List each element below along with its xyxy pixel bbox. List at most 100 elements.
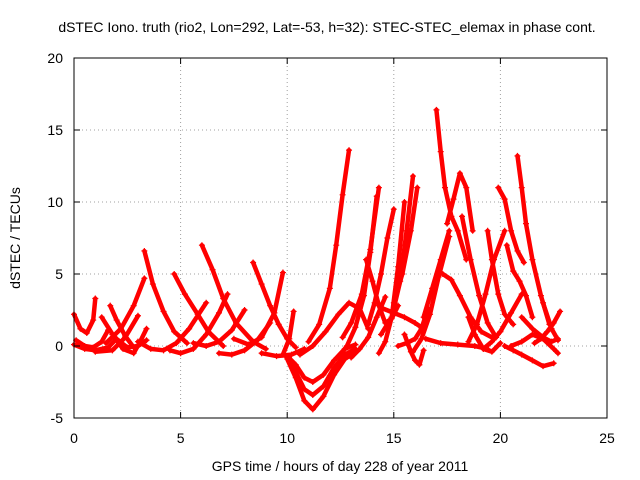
x-tick-label: 15 <box>386 430 402 446</box>
data-point-marker <box>514 247 521 254</box>
series-21-trace <box>284 346 358 398</box>
data-point-marker <box>422 335 429 342</box>
data-point-marker <box>275 321 282 328</box>
data-point-marker <box>382 294 389 301</box>
data-point-marker <box>333 242 340 249</box>
data-point-marker <box>230 335 237 342</box>
data-point-marker <box>258 281 265 288</box>
data-point-marker <box>198 242 205 249</box>
data-point-marker <box>320 371 327 378</box>
data-point-marker <box>471 343 478 349</box>
data-point-marker <box>401 331 408 338</box>
data-point-marker <box>296 351 303 358</box>
data-point-marker <box>441 184 448 191</box>
data-point-marker <box>375 350 382 357</box>
data-point-marker <box>149 281 156 288</box>
data-point-marker <box>233 319 240 326</box>
data-point-marker <box>288 351 295 358</box>
data-point-marker <box>250 259 257 266</box>
data-point-marker <box>92 295 99 302</box>
data-point-marker <box>279 351 286 358</box>
data-point-marker <box>454 227 461 234</box>
data-point-marker <box>529 325 536 332</box>
data-point-marker <box>326 285 333 292</box>
data-point-marker <box>284 353 291 360</box>
data-point-marker <box>228 327 235 334</box>
series-48-trace <box>515 153 552 327</box>
data-point-marker <box>508 227 515 234</box>
data-point-marker <box>346 147 353 154</box>
data-point-marker <box>529 314 536 321</box>
data-point-marker <box>77 325 84 332</box>
data-point-marker <box>205 328 212 335</box>
data-point-marker <box>495 291 502 298</box>
y-tick-label: 0 <box>55 338 63 354</box>
data-point-marker <box>380 305 387 312</box>
data-point-marker <box>476 292 483 299</box>
data-point-marker <box>365 334 372 341</box>
data-point-marker <box>177 350 184 357</box>
data-point-marker <box>215 350 222 357</box>
data-point-marker <box>173 340 180 347</box>
data-point-marker <box>388 314 395 321</box>
data-point-marker <box>273 353 280 360</box>
data-point-marker <box>171 328 178 335</box>
x-tick-label: 0 <box>70 430 78 446</box>
data-point-marker <box>320 393 327 400</box>
series-9-trace <box>142 248 190 346</box>
data-point-marker <box>290 308 297 315</box>
data-point-marker <box>510 268 517 275</box>
data-point-marker <box>518 314 525 321</box>
data-point-marker <box>407 227 414 234</box>
data-point-marker <box>412 319 419 326</box>
data-point-marker <box>331 357 338 364</box>
data-point-marker <box>437 148 444 155</box>
data-point-marker <box>554 337 561 344</box>
data-point-marker <box>352 341 359 348</box>
data-point-marker <box>478 328 485 335</box>
data-point-marker <box>369 278 376 285</box>
data-point-marker <box>309 379 316 385</box>
data-point-marker <box>102 340 109 347</box>
data-point-marker <box>467 256 474 263</box>
data-point-marker <box>501 311 508 318</box>
data-point-marker <box>331 364 338 371</box>
data-point-marker <box>503 242 510 249</box>
data-point-marker <box>412 357 419 364</box>
data-point-marker <box>399 271 406 277</box>
data-point-marker <box>109 347 116 354</box>
data-point-marker <box>518 291 525 298</box>
data-point-marker <box>107 302 114 309</box>
y-tick-label: -5 <box>51 410 64 426</box>
x-axis-label: GPS time / hours of day 228 of year 2011 <box>212 458 469 474</box>
data-point-marker <box>375 184 382 191</box>
data-point-marker <box>433 106 440 113</box>
data-point-marker <box>540 363 547 370</box>
data-point-marker <box>497 328 504 335</box>
data-point-marker <box>134 312 141 319</box>
data-point-marker <box>220 295 227 302</box>
data-point-marker <box>98 338 105 345</box>
data-point-marker <box>456 170 463 177</box>
data-point-marker <box>482 291 489 298</box>
axis-ticks: 0 5 10 15 20 25 -5 0 5 10 15 20 <box>47 50 615 446</box>
data-point-marker <box>339 334 346 341</box>
data-point-marker <box>90 317 97 324</box>
data-point-marker <box>508 309 515 316</box>
data-point-marker <box>420 347 427 354</box>
data-point-marker <box>190 340 197 347</box>
data-point-marker <box>429 285 436 292</box>
data-point-marker <box>480 345 487 352</box>
series-37-trace <box>421 228 452 320</box>
data-point-marker <box>98 314 105 321</box>
data-point-marker <box>488 348 495 355</box>
data-point-marker <box>448 276 455 283</box>
data-point-marker <box>427 311 434 318</box>
data-point-marker <box>390 309 397 316</box>
data-point-marker <box>160 347 167 354</box>
data-point-marker <box>529 357 536 364</box>
data-point-marker <box>209 266 216 273</box>
data-point-marker <box>518 184 525 191</box>
data-point-marker <box>228 351 235 358</box>
